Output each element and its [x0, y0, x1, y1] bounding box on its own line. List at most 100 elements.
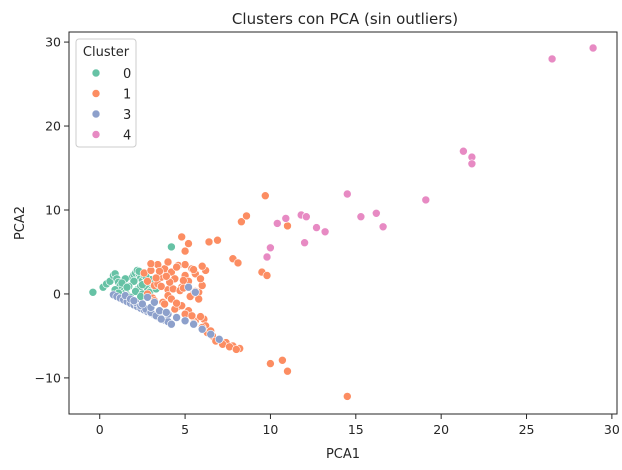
data-point-cluster-1: [278, 355, 287, 365]
data-point-cluster-1: [194, 294, 203, 304]
data-point-cluster-0: [129, 276, 139, 286]
x-axis: 0 5 10 15 20 25 30: [96, 414, 620, 437]
data-point-cluster-0: [88, 287, 98, 297]
y-tick-label: −10: [35, 370, 61, 385]
data-point-cluster-3: [167, 319, 176, 329]
y-tick-label: 20: [45, 119, 61, 134]
y-tick-label: 10: [45, 202, 61, 217]
data-point-cluster-1: [180, 246, 190, 256]
data-point-cluster-1: [146, 259, 156, 269]
data-point-cluster-1: [196, 274, 205, 284]
data-point-cluster-4: [312, 223, 321, 232]
data-point-cluster-3: [197, 324, 207, 334]
data-point-cluster-1: [187, 311, 197, 321]
data-point-cluster-4: [547, 54, 557, 64]
data-point-cluster-1: [143, 276, 152, 286]
data-point-cluster-1: [172, 262, 181, 272]
legend-marker-4: [91, 130, 101, 139]
y-axis-label: PCA2: [13, 206, 28, 240]
legend-label-3: 3: [123, 108, 131, 123]
data-point-cluster-4: [281, 214, 291, 223]
data-point-cluster-1: [184, 239, 193, 248]
data-point-cluster-4: [301, 212, 311, 221]
data-point-cluster-1: [213, 235, 222, 245]
data-point-cluster-4: [378, 222, 388, 232]
x-tick-label: 20: [433, 422, 449, 437]
data-point-cluster-3: [150, 297, 159, 307]
legend-marker-0: [91, 68, 101, 78]
data-point-cluster-1: [179, 276, 188, 285]
chart-title: Clusters con PCA (sin outliers): [232, 10, 458, 28]
data-point-cluster-0: [167, 242, 176, 252]
x-tick-label: 25: [519, 422, 535, 437]
data-point-cluster-0: [122, 282, 132, 292]
data-point-cluster-1: [342, 392, 352, 401]
data-point-cluster-4: [371, 209, 381, 218]
x-axis-label: PCA1: [326, 447, 360, 462]
legend-label-4: 4: [123, 129, 131, 144]
x-tick-label: 30: [604, 422, 620, 437]
legend-marker-1: [91, 89, 101, 98]
data-point-cluster-4: [320, 227, 330, 237]
data-point-cluster-4: [467, 159, 477, 169]
data-point-cluster-1: [160, 299, 169, 309]
data-point-cluster-1: [155, 266, 164, 276]
data-point-cluster-1: [242, 211, 251, 221]
legend-title: Cluster: [83, 45, 130, 60]
data-point-cluster-1: [283, 221, 292, 231]
y-axis: −10 0 10 20 30: [35, 35, 69, 385]
data-point-cluster-1: [196, 312, 205, 321]
x-tick-label: 10: [262, 422, 278, 437]
data-point-cluster-3: [156, 314, 166, 324]
data-point-cluster-3: [172, 313, 181, 322]
data-point-cluster-1: [262, 271, 272, 280]
data-point-cluster-4: [300, 238, 309, 247]
legend-label-1: 1: [123, 88, 131, 103]
x-tick-label: 15: [348, 422, 364, 437]
data-point-cluster-3: [184, 282, 193, 292]
data-point-cluster-1: [162, 271, 171, 281]
plot-frame: [68, 31, 618, 415]
legend-marker-3: [91, 109, 101, 119]
data-point-cluster-3: [180, 316, 190, 326]
data-point-cluster-4: [342, 189, 352, 199]
y-tick-label: 30: [45, 35, 61, 50]
data-point-cluster-1: [197, 261, 207, 271]
data-point-cluster-1: [266, 359, 275, 368]
data-point-cluster-1: [177, 232, 186, 242]
data-point-cluster-3: [129, 296, 139, 306]
points-layer: [88, 43, 598, 401]
data-point-cluster-1: [172, 298, 181, 308]
data-point-cluster-3: [191, 287, 200, 297]
data-point-cluster-3: [143, 292, 152, 302]
y-tick-label: 0: [53, 286, 61, 301]
legend: Cluster 0 1 3 4: [75, 38, 137, 148]
legend-label-0: 0: [123, 67, 131, 82]
data-point-cluster-1: [151, 273, 161, 283]
data-point-cluster-4: [266, 243, 275, 253]
data-point-cluster-3: [138, 299, 147, 309]
data-point-cluster-1: [189, 265, 198, 274]
data-point-cluster-3: [162, 308, 171, 317]
x-tick-label: 5: [181, 422, 189, 437]
data-point-cluster-4: [459, 146, 468, 156]
data-point-cluster-4: [421, 195, 431, 205]
data-point-cluster-1: [180, 260, 190, 269]
data-point-cluster-3: [214, 334, 224, 344]
data-point-cluster-1: [283, 366, 292, 376]
data-point-cluster-1: [260, 191, 270, 200]
legend-box: [75, 38, 137, 148]
data-point-cluster-1: [156, 282, 166, 291]
data-point-cluster-1: [233, 258, 243, 268]
x-tick-label: 0: [96, 422, 104, 437]
data-point-cluster-3: [189, 319, 198, 329]
data-point-cluster-1: [204, 237, 214, 247]
data-point-cluster-4: [262, 252, 272, 262]
data-point-cluster-4: [356, 212, 366, 221]
data-point-cluster-1: [232, 345, 241, 354]
data-point-cluster-4: [588, 43, 598, 53]
data-point-cluster-1: [237, 217, 246, 226]
data-point-cluster-3: [206, 329, 215, 339]
data-point-cluster-4: [272, 219, 282, 228]
